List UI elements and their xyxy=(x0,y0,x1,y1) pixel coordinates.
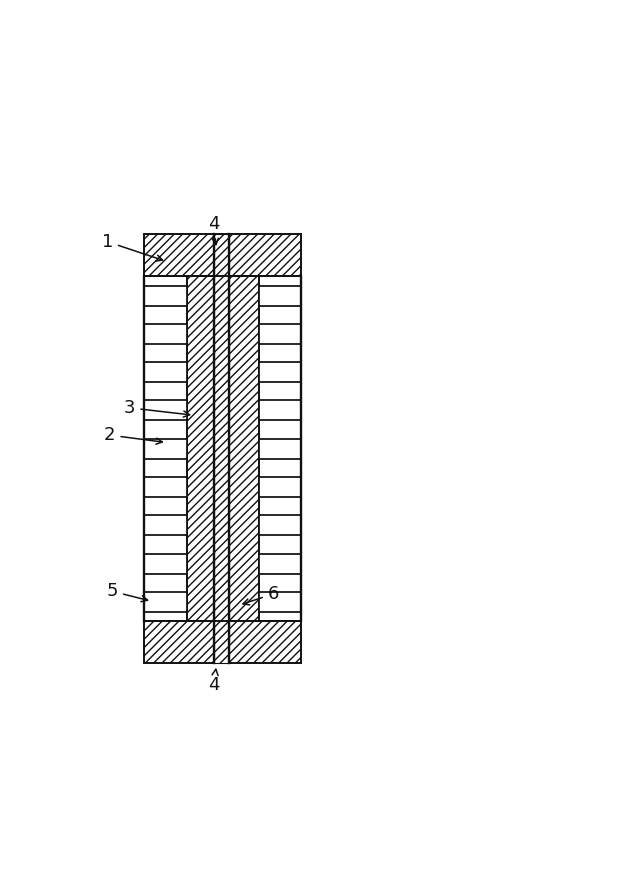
Bar xyxy=(259,323,301,344)
Text: 4: 4 xyxy=(208,669,220,694)
Bar xyxy=(259,439,301,459)
Bar xyxy=(145,234,301,276)
Bar xyxy=(259,592,301,612)
Bar xyxy=(259,477,301,497)
Bar xyxy=(145,477,187,497)
Bar xyxy=(214,234,229,663)
Bar xyxy=(145,592,187,612)
Bar xyxy=(259,401,301,420)
Bar xyxy=(145,401,187,420)
Bar xyxy=(187,276,259,621)
Bar xyxy=(259,286,301,306)
Text: 2: 2 xyxy=(104,426,163,444)
Text: 4: 4 xyxy=(208,215,220,245)
Bar xyxy=(259,554,301,573)
Bar xyxy=(145,515,187,535)
Bar xyxy=(145,621,301,663)
Text: 6: 6 xyxy=(243,585,279,605)
Text: 5: 5 xyxy=(106,582,148,602)
Text: 1: 1 xyxy=(102,233,163,261)
Bar xyxy=(145,286,187,306)
Bar xyxy=(145,439,187,459)
Bar xyxy=(145,323,187,344)
Bar xyxy=(259,362,301,382)
Text: 3: 3 xyxy=(124,399,189,418)
Bar xyxy=(145,362,187,382)
Bar xyxy=(145,554,187,573)
Bar xyxy=(259,515,301,535)
